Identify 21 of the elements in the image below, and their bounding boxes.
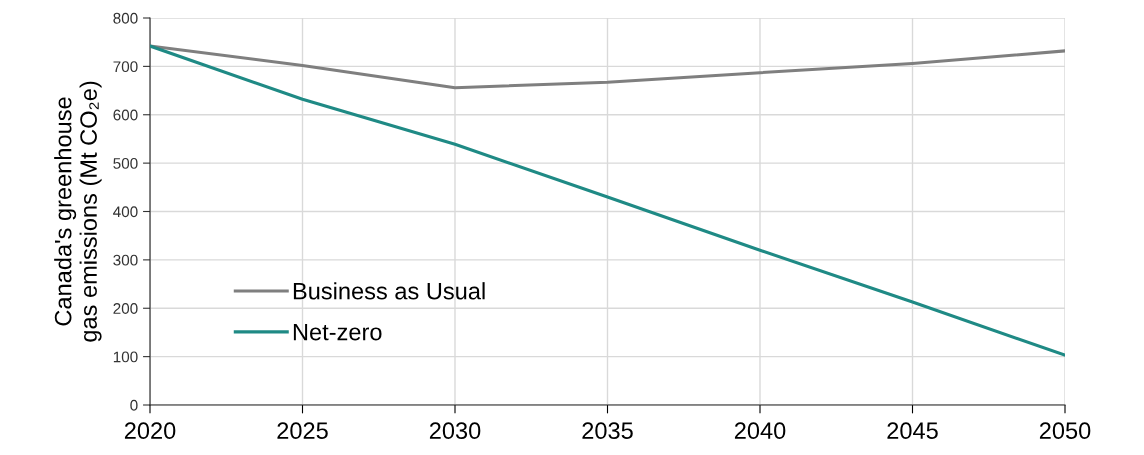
y-tick-label: 200 bbox=[113, 303, 138, 314]
x-tick-label: 2040 bbox=[734, 422, 786, 440]
y-tick-label: 600 bbox=[113, 109, 138, 121]
y-tick-label: 800 bbox=[113, 12, 138, 24]
legend-label: Net-zero bbox=[293, 323, 382, 341]
line-series bbox=[150, 44, 1065, 357]
y-axis-title: Canada's greenhouse gas emissions (Mt CO₂e) bbox=[54, 81, 102, 342]
x-tick-label: 2030 bbox=[429, 422, 481, 440]
y-tick-label: 400 bbox=[113, 206, 138, 218]
x-tick-label: 2035 bbox=[582, 422, 633, 440]
x-tick-label: 2020 bbox=[124, 422, 176, 440]
x-tick-label: 2025 bbox=[277, 422, 328, 440]
x-tick-label: 2045 bbox=[887, 422, 938, 440]
y-tick-label: 100 bbox=[113, 351, 138, 363]
line-series bbox=[150, 44, 1065, 90]
y-tick-label: 0 bbox=[130, 399, 138, 411]
y-tick-label: 500 bbox=[113, 157, 138, 169]
legend-label: Business as Usual bbox=[293, 282, 485, 300]
x-tick-label: 2050 bbox=[1039, 422, 1091, 440]
y-tick-label: 700 bbox=[113, 61, 138, 73]
y-tick-label: 300 bbox=[113, 254, 138, 266]
